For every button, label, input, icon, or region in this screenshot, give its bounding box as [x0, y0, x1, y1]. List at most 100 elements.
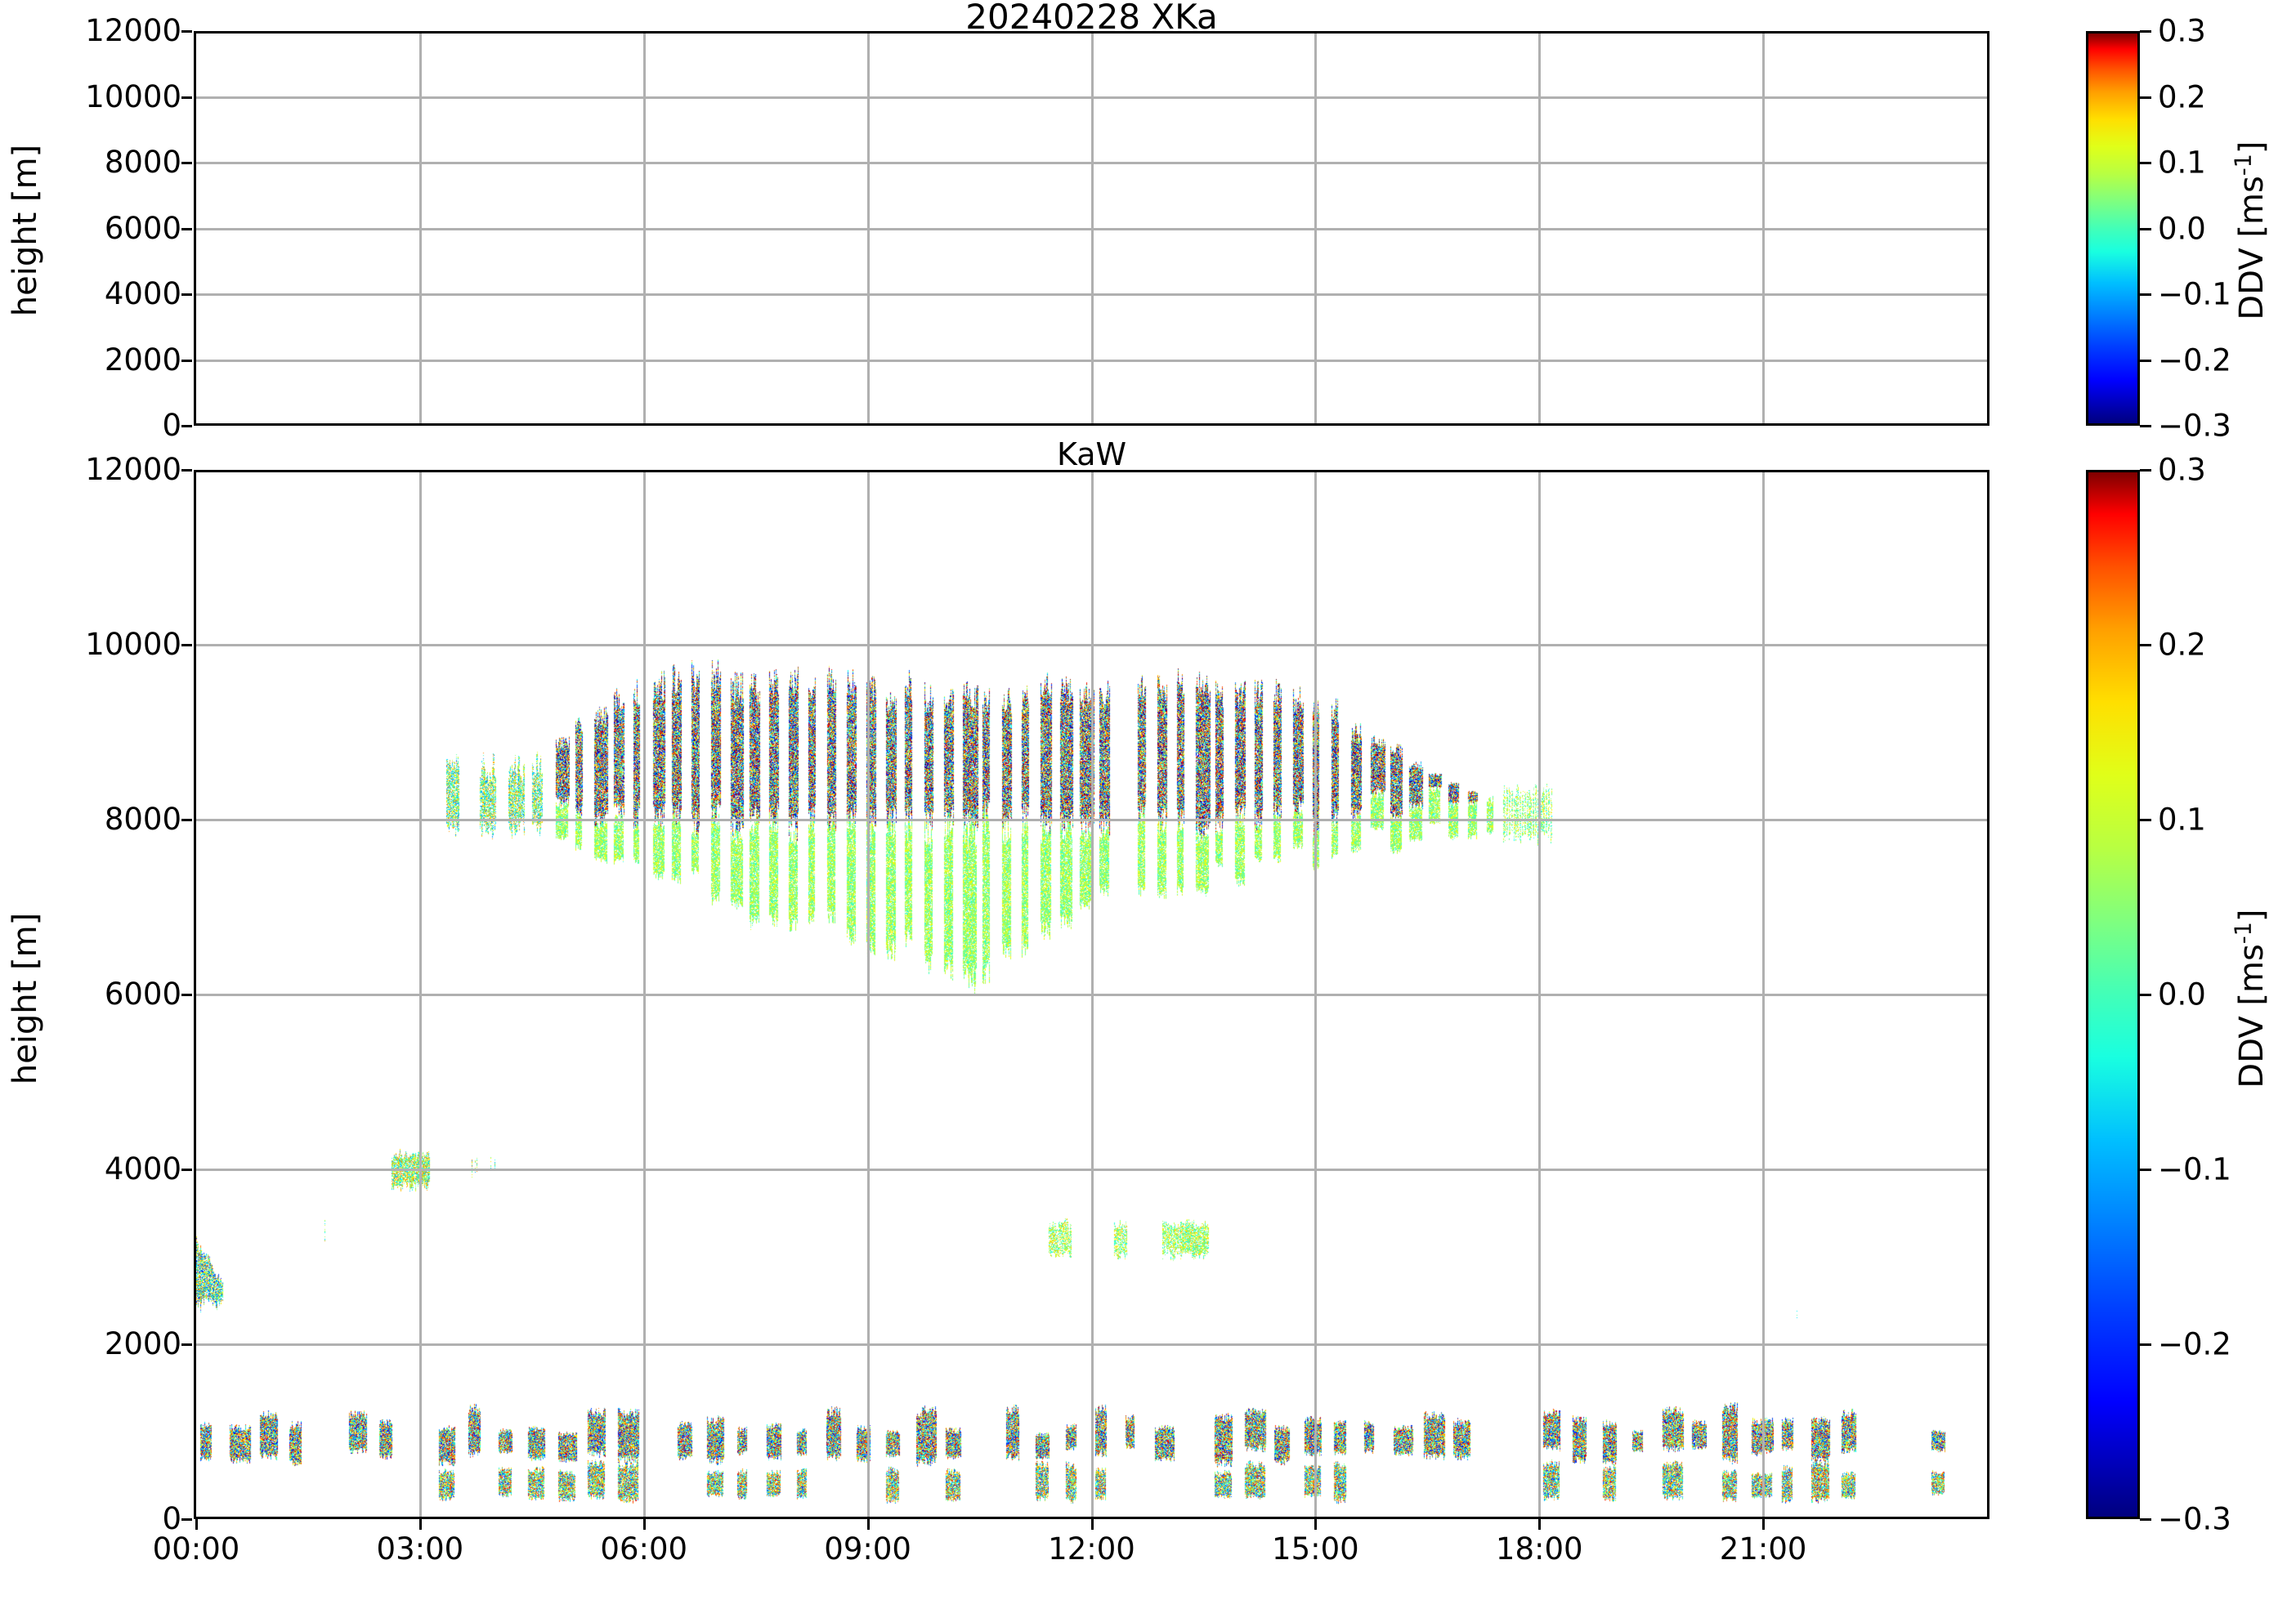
x-tick-label: 00:00	[152, 1531, 240, 1567]
figure-suptitle: 20240228 XKa	[965, 0, 1218, 37]
colorbar-tick-mark	[2140, 359, 2151, 362]
y-tick-mark	[181, 644, 192, 646]
colorbar-tick-label: −0.3	[2158, 408, 2231, 444]
y-tick-mark	[181, 227, 192, 230]
colorbar-tick-label: 0.3	[2158, 452, 2206, 488]
y-tick-label: 0	[162, 1501, 181, 1536]
colorbar-tick-label: −0.3	[2158, 1501, 2231, 1537]
y-tick-mark	[181, 30, 192, 33]
x-tick-mark	[1538, 1519, 1542, 1530]
colorbar-tick-label: −0.1	[2158, 276, 2231, 312]
vertical-gridline	[1090, 472, 1094, 1517]
x-tick-label: 06:00	[600, 1531, 688, 1567]
y-tick-label: 6000	[104, 977, 181, 1012]
colorbar-tick-label: −0.2	[2158, 342, 2231, 378]
colorbar-label-tail: ]	[2233, 909, 2271, 923]
colorbar-xka: −0.3 −0.2 −0.1 0.0 0.1 0.2 0.3	[2086, 16, 2231, 441]
x-tick-label: 09:00	[824, 1531, 911, 1567]
colorbar-tick-mark	[2140, 293, 2151, 296]
vertical-gridline	[642, 34, 646, 423]
plot-panel-kaw	[194, 470, 1989, 1519]
colorbar-tick-mark	[2140, 819, 2151, 821]
plot-panel-xka	[194, 31, 1989, 426]
colorbar-tick-mark	[2140, 162, 2151, 164]
x-tick-label: 18:00	[1495, 1531, 1583, 1567]
colorbar-tick-label: −0.1	[2158, 1151, 2231, 1187]
colorbar-tick-mark	[2140, 1343, 2151, 1346]
y-tick-mark	[181, 469, 192, 472]
y-axis-label-xka: height [m]	[7, 144, 44, 317]
vertical-gridline	[418, 472, 422, 1517]
colorbar-gradient-xka	[2086, 31, 2140, 426]
colorbar-label-exponent: -1	[2231, 154, 2257, 177]
x-tick-label: 03:00	[376, 1531, 464, 1567]
vertical-gridline	[1314, 472, 1318, 1517]
colorbar-tick-label: 0.1	[2158, 802, 2206, 838]
vertical-gridline	[1090, 34, 1094, 423]
colorbar-label-exponent: -1	[2231, 922, 2257, 945]
x-tick-mark	[1090, 1519, 1094, 1530]
x-tick-label: 21:00	[1719, 1531, 1807, 1567]
y-axis-label-kaw: height [m]	[7, 912, 44, 1085]
y-tick-mark	[181, 1169, 192, 1171]
colorbar-tick-label: 0.0	[2158, 211, 2206, 246]
colorbar-gradient-kaw	[2086, 470, 2140, 1519]
y-tick-label: 2000	[104, 1326, 181, 1361]
vertical-gridline	[1538, 34, 1542, 423]
colorbar-tick-label: 0.1	[2158, 145, 2206, 181]
colorbar-tick-mark	[2140, 1169, 2151, 1171]
vertical-gridline	[866, 34, 870, 423]
y-tick-label: 10000	[85, 627, 181, 662]
colorbar-tick-mark	[2140, 227, 2151, 230]
colorbar-label-kaw: DDV [ms-1]	[2231, 835, 2271, 1162]
x-tick-mark	[866, 1519, 870, 1530]
y-tick-mark	[181, 1343, 192, 1346]
colorbar-label-text: DDV [ms	[2233, 944, 2271, 1088]
colorbar-tick-mark	[2140, 994, 2151, 996]
colorbar-tick-label: 0.2	[2158, 627, 2206, 663]
colorbar-tick-label: −0.2	[2158, 1326, 2231, 1362]
y-tick-mark	[181, 162, 192, 164]
vertical-gridline	[1538, 472, 1542, 1517]
y-tick-label: 2000	[104, 342, 181, 378]
colorbar-tick-mark	[2140, 1518, 2151, 1521]
colorbar-tick-mark	[2140, 469, 2151, 472]
x-tick-mark	[418, 1519, 422, 1530]
y-tick-label: 12000	[85, 13, 181, 48]
y-tick-mark	[181, 96, 192, 99]
panel-title-kaw: KaW	[1056, 436, 1127, 472]
x-tick-mark	[195, 1519, 198, 1530]
x-tick-mark	[1314, 1519, 1318, 1530]
vertical-gridline	[1762, 34, 1766, 423]
colorbar-tick-label: 0.3	[2158, 13, 2206, 49]
y-tick-label: 4000	[104, 276, 181, 311]
colorbar-tick-mark	[2140, 644, 2151, 646]
y-tick-mark	[181, 359, 192, 362]
x-tick-label: 15:00	[1272, 1531, 1359, 1567]
colorbar-label-tail: ]	[2233, 141, 2271, 154]
x-tick-mark	[642, 1519, 646, 1530]
y-tick-label: 10000	[85, 78, 181, 114]
vertical-gridline	[642, 472, 646, 1517]
y-tick-mark	[181, 293, 192, 296]
y-tick-label: 0	[162, 408, 181, 443]
colorbar-kaw: −0.3 −0.2 −0.1 0.0 0.1 0.2 0.3	[2086, 455, 2231, 1535]
y-tick-label: 4000	[104, 1151, 181, 1187]
y-tick-label: 6000	[104, 210, 181, 246]
colorbar-tick-mark	[2140, 30, 2151, 33]
y-tick-mark	[181, 425, 192, 427]
colorbar-tick-mark	[2140, 96, 2151, 99]
y-tick-mark	[181, 1518, 192, 1521]
x-tick-mark	[1762, 1519, 1766, 1530]
x-tick-label: 12:00	[1048, 1531, 1135, 1567]
y-axis-ticks-xka: 0 2000 4000 6000 8000 10000 12000	[0, 16, 192, 440]
y-tick-mark	[181, 819, 192, 821]
colorbar-tick-label: 0.0	[2158, 977, 2206, 1012]
y-axis-ticks-kaw: 0 2000 4000 6000 8000 10000 12000	[0, 454, 192, 1534]
colorbar-tick-mark	[2140, 425, 2151, 427]
vertical-gridline	[418, 34, 422, 423]
colorbar-tick-label: 0.2	[2158, 79, 2206, 114]
y-tick-label: 8000	[104, 145, 181, 180]
y-tick-label: 12000	[85, 452, 181, 487]
